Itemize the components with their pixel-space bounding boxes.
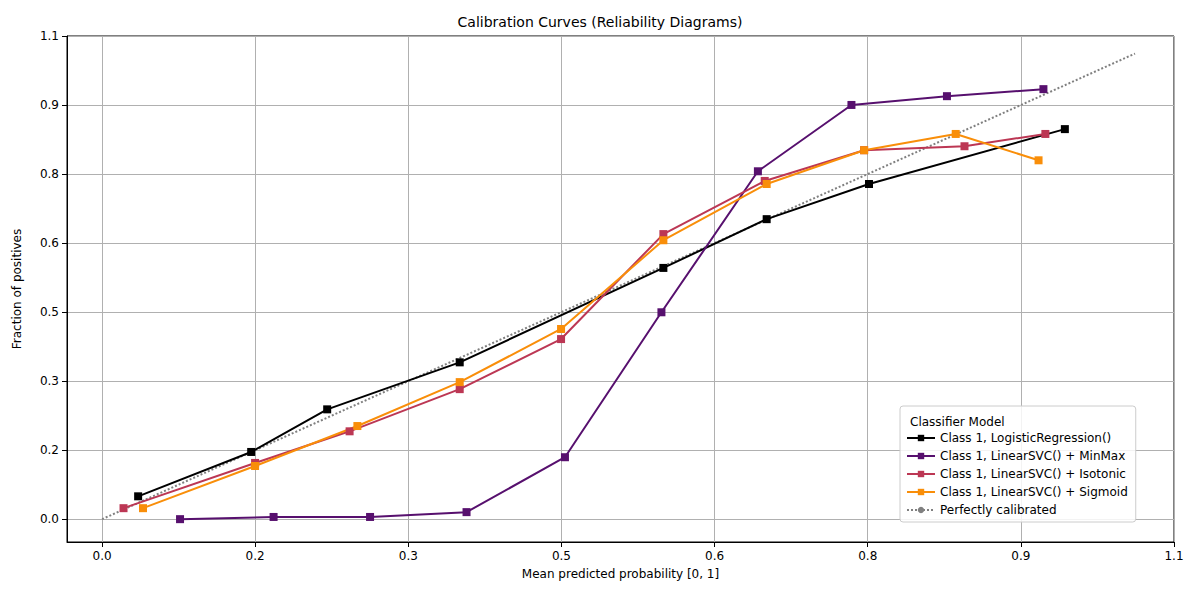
- svg-text:Fraction of positives: Fraction of positives: [10, 229, 24, 349]
- svg-text:Calibration Curves (Reliabilit: Calibration Curves (Reliability Diagrams…: [458, 14, 743, 30]
- svg-text:0.3: 0.3: [399, 549, 418, 563]
- svg-text:0.9: 0.9: [1011, 549, 1030, 563]
- svg-text:0.0: 0.0: [93, 549, 112, 563]
- svg-text:1.1: 1.1: [1164, 549, 1183, 563]
- svg-text:Class 1, LinearSVC() + Sigmoid: Class 1, LinearSVC() + Sigmoid: [940, 485, 1128, 499]
- svg-text:0.8: 0.8: [40, 167, 59, 181]
- svg-text:1.1: 1.1: [40, 29, 59, 43]
- svg-text:0.0: 0.0: [40, 512, 59, 526]
- svg-text:0.5: 0.5: [40, 305, 59, 319]
- svg-text:Mean predicted probability [0,: Mean predicted probability [0, 1]: [522, 567, 719, 581]
- svg-text:Class 1, LinearSVC() + MinMax: Class 1, LinearSVC() + MinMax: [940, 449, 1125, 463]
- svg-text:Classifier Model: Classifier Model: [910, 415, 1005, 429]
- svg-text:0.9: 0.9: [40, 98, 59, 112]
- svg-text:0.6: 0.6: [705, 549, 724, 563]
- svg-text:0.6: 0.6: [40, 236, 59, 250]
- svg-text:0.8: 0.8: [858, 549, 877, 563]
- svg-text:0.2: 0.2: [40, 443, 59, 457]
- svg-text:0.2: 0.2: [246, 549, 265, 563]
- svg-text:Perfectly calibrated: Perfectly calibrated: [940, 503, 1057, 517]
- svg-text:0.3: 0.3: [40, 374, 59, 388]
- svg-text:0.5: 0.5: [552, 549, 571, 563]
- svg-text:Class 1, LinearSVC() + Isotoni: Class 1, LinearSVC() + Isotonic: [940, 467, 1126, 481]
- svg-text:Class 1, LogisticRegression(): Class 1, LogisticRegression(): [940, 431, 1111, 445]
